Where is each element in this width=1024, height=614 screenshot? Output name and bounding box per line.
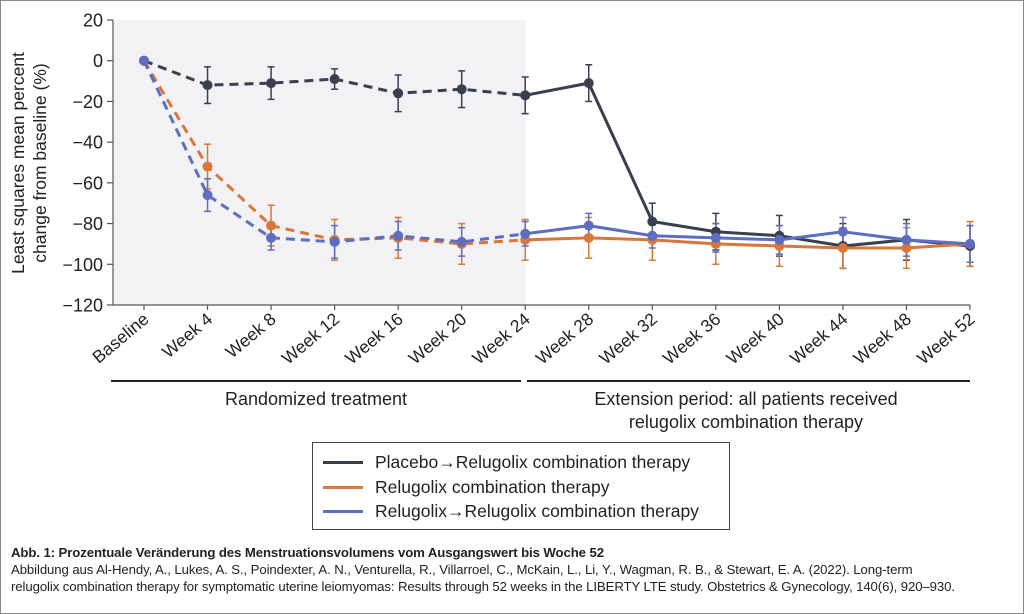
series-line-solid-placebo: [524, 81, 971, 248]
caption-citation-line1: Abbildung aus Al-Hendy, A., Lukes, A. S.…: [11, 562, 913, 577]
x-tick-label: Week 4: [158, 309, 216, 362]
data-point-relugolix-relugolix: [202, 190, 213, 201]
legend-item-placebo: Placebo→Relugolix combination therapy: [323, 451, 690, 473]
legend-swatch-relugolix: [323, 485, 363, 489]
data-point-placebo: [583, 78, 594, 89]
x-tick-label: Week 24: [468, 309, 534, 369]
x-tick-label: Week 12: [278, 309, 344, 369]
data-point-relugolix-relugolix: [393, 230, 404, 241]
axes: [112, 20, 970, 306]
data-point-placebo: [266, 78, 277, 89]
data-point-placebo: [456, 84, 467, 95]
data-point-relugolix-relugolix: [329, 236, 340, 247]
caption-title: Abb. 1: Prozentuale Veränderung des Mens…: [11, 545, 604, 560]
y-tick-label: −100: [62, 255, 103, 275]
data-point-relugolix-relugolix: [139, 55, 149, 66]
data-point-relugolix: [901, 243, 912, 253]
data-point-relugolix: [266, 220, 277, 231]
figure-caption: Abb. 1: Prozentuale Veränderung des Mens…: [11, 544, 1016, 595]
data-point-relugolix: [837, 243, 848, 253]
data-point-placebo: [393, 88, 404, 99]
legend: Placebo→Relugolix combination therapy Re…: [312, 442, 730, 530]
legend-item-relugolix: Relugolix combination therapy: [323, 476, 609, 498]
x-tick-label: Week 40: [722, 309, 788, 369]
data-point-placebo: [329, 74, 340, 85]
data-point-placebo: [647, 216, 658, 227]
caption-citation-line2: relugolix combination therapy for sympto…: [11, 579, 955, 594]
data-point-relugolix-relugolix: [837, 226, 848, 237]
period-label-extension-line2: relugolix combination therapy: [629, 412, 863, 432]
data-point-placebo: [202, 80, 213, 91]
series-line-solid-relugolix-relugolix: [525, 224, 971, 246]
x-tick-label: Week 8: [222, 309, 280, 362]
x-tick-label: Week 32: [595, 309, 661, 369]
y-tick-label: −40: [72, 133, 103, 153]
y-tick-label: −120: [62, 296, 103, 316]
y-axis-label: Least squares mean percent change from b…: [8, 52, 50, 274]
y-axis-label-line2: change from baseline (%): [30, 63, 50, 262]
series-line-solid-relugolix: [525, 236, 971, 250]
y-axis-ticks: 20 0 −20 −40 −60 −80 −100 −120: [62, 11, 113, 316]
legend-swatch-placebo: [323, 460, 363, 464]
data-points: [139, 55, 975, 253]
y-axis-label-line1: Least squares mean percent: [8, 52, 28, 274]
legend-label-relugolix: Relugolix combination therapy: [375, 476, 610, 497]
data-point-relugolix-relugolix: [901, 234, 912, 245]
x-tick-label: Week 20: [405, 309, 471, 369]
x-tick-label: Week 28: [532, 309, 598, 369]
data-point-relugolix-relugolix: [520, 228, 531, 239]
data-point-relugolix-relugolix: [774, 234, 785, 245]
x-tick-label: Week 16: [341, 309, 407, 369]
data-point-relugolix-relugolix: [965, 238, 975, 249]
legend-item-relugolix-relugolix: Relugolix→Relugolix combination therapy: [323, 500, 699, 522]
legend-swatch-relugolix-relugolix: [323, 509, 363, 513]
x-tick-label: Week 44: [786, 309, 852, 369]
x-tick-label: Week 52: [913, 309, 979, 369]
x-tick-label: Week 36: [659, 309, 725, 369]
data-point-relugolix: [202, 161, 213, 172]
y-tick-label: −20: [72, 92, 103, 112]
data-point-relugolix-relugolix: [583, 220, 594, 231]
data-point-placebo: [520, 90, 531, 101]
data-point-relugolix-relugolix: [647, 230, 658, 241]
legend-label-relugolix-relugolix: Relugolix→Relugolix combination therapy: [375, 500, 699, 521]
period-brackets: Randomized treatment Extension period: al…: [111, 380, 970, 432]
randomized-period-shading: [114, 20, 526, 305]
x-tick-label: Baseline: [88, 309, 152, 367]
y-tick-label: −80: [72, 214, 103, 234]
data-point-relugolix: [583, 232, 594, 243]
data-point-relugolix-relugolix: [710, 232, 721, 243]
data-point-relugolix-relugolix: [456, 236, 467, 247]
y-tick-label: −60: [72, 173, 103, 193]
y-tick-label: 0: [93, 51, 103, 71]
period-label-extension-line1: Extension period: all patients received: [594, 389, 897, 409]
period-label-randomized: Randomized treatment: [225, 389, 407, 409]
legend-label-placebo: Placebo→Relugolix combination therapy: [375, 451, 691, 472]
data-point-relugolix-relugolix: [266, 232, 277, 243]
y-tick-label: 20: [83, 11, 103, 31]
x-tick-label: Week 48: [850, 309, 916, 369]
